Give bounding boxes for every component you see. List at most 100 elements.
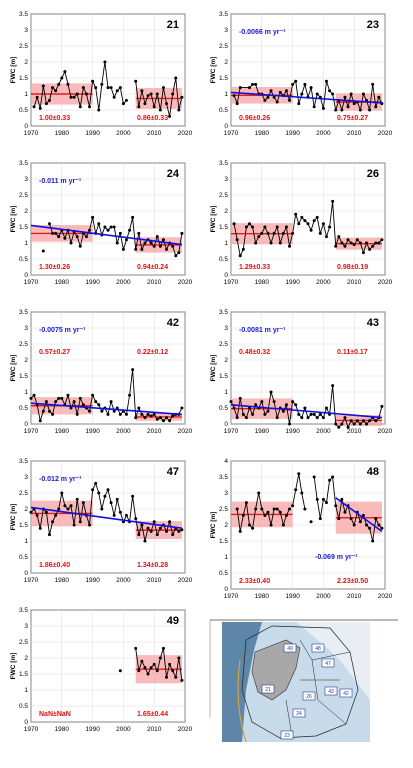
stat-label-late: 0.86±0.33: [137, 115, 168, 122]
stat-label-early: NaN±NaN: [39, 711, 71, 718]
y-tick-label: 1: [224, 554, 228, 561]
data-point: [251, 82, 255, 86]
data-point: [340, 497, 344, 501]
map-inset: 49 48 47 42 43 26 24 23 21: [209, 619, 398, 743]
data-point: [306, 222, 310, 226]
data-point: [131, 368, 135, 372]
y-tick-label: 3.5: [19, 160, 28, 167]
data-point: [69, 406, 73, 410]
data-point: [343, 416, 347, 420]
data-point: [297, 412, 301, 416]
data-line: [135, 77, 183, 117]
panel-number: 47: [167, 466, 179, 478]
data-point: [315, 497, 319, 501]
data-point: [315, 215, 319, 219]
data-point: [97, 403, 101, 407]
data-point: [380, 526, 384, 530]
data-line: [135, 648, 183, 681]
stat-label-early: 1.86±0.40: [39, 562, 70, 569]
data-point: [334, 108, 338, 112]
data-point: [349, 92, 353, 96]
y-tick-label: 1: [24, 687, 28, 694]
map-region-label: 43: [328, 689, 334, 695]
y-tick-label: 2: [24, 208, 28, 215]
data-point: [371, 244, 375, 248]
data-point: [343, 510, 347, 514]
data-point: [380, 238, 384, 242]
data-point: [275, 100, 279, 104]
stat-label-late: 0.22±0.12: [137, 349, 168, 356]
data-point: [106, 412, 110, 416]
data-point: [355, 419, 359, 423]
data-point: [66, 393, 70, 397]
x-tick-label: 2000: [116, 428, 131, 435]
data-point: [288, 507, 292, 511]
data-point: [168, 114, 172, 118]
trend-line: [230, 404, 382, 419]
data-point: [152, 520, 156, 524]
data-point: [38, 419, 42, 423]
data-point: [121, 247, 125, 251]
y-tick-label: 1.5: [219, 75, 228, 82]
data-point: [66, 507, 70, 511]
data-point: [284, 225, 288, 229]
data-point: [309, 228, 313, 232]
stat-label-late: 1.34±0.28: [137, 562, 168, 569]
map-region-label: 47: [325, 661, 331, 667]
x-tick-label: 2000: [116, 726, 131, 733]
panel-number: 49: [167, 615, 179, 627]
data-point: [140, 247, 144, 251]
data-point: [100, 507, 104, 511]
data-point: [109, 86, 113, 90]
data-point: [112, 409, 116, 413]
data-point: [260, 400, 264, 404]
x-tick-label: 1990: [85, 279, 100, 286]
data-point: [300, 416, 304, 420]
y-tick-label: 1: [24, 538, 28, 545]
data-point: [106, 86, 110, 90]
stat-label-early: 1.29±0.33: [239, 264, 270, 271]
data-point: [174, 675, 178, 679]
data-point: [78, 105, 82, 109]
y-tick-label: 0: [24, 421, 28, 428]
data-point: [232, 94, 236, 98]
data-point: [284, 403, 288, 407]
data-point: [238, 86, 242, 90]
stat-label-early: 1.30±0.26: [39, 264, 70, 271]
y-tick-label: 0.5: [219, 256, 228, 263]
x-tick-label: 1970: [224, 428, 239, 435]
data-point: [266, 95, 270, 99]
data-point: [75, 92, 79, 96]
map-region-box: [283, 643, 297, 653]
data-point: [275, 507, 279, 511]
data-point: [81, 86, 85, 90]
x-tick-label: 2000: [116, 130, 131, 137]
map-region-box: [324, 686, 338, 696]
panel-number: 42: [167, 317, 179, 329]
data-point: [137, 105, 141, 109]
stat-label-late: 0.11±0.17: [337, 349, 368, 356]
map-region-label: 24: [296, 711, 302, 717]
data-point: [374, 105, 378, 109]
x-tick-label: 1990: [85, 726, 100, 733]
data-point: [161, 86, 165, 90]
x-tick-label: 1980: [55, 130, 70, 137]
data-point: [343, 95, 347, 99]
map-region-label: 23: [284, 733, 290, 739]
x-tick-label: 2010: [147, 130, 162, 137]
y-tick-label: 2: [224, 59, 228, 66]
data-point: [374, 241, 378, 245]
x-tick-label: 2020: [178, 726, 193, 733]
data-point: [297, 102, 301, 106]
data-point: [158, 656, 162, 660]
panel-number: 26: [367, 168, 379, 180]
data-point: [103, 225, 107, 229]
data-point: [263, 513, 267, 517]
data-point: [158, 526, 162, 530]
data-point: [374, 517, 378, 521]
data-point: [161, 238, 165, 242]
data-point: [318, 517, 322, 521]
panel-47: 1970 1980 1990 2000 2010 2020 0 0.5 1 1.5 2 2.5 3 3.5…: [10, 458, 193, 584]
x-tick-label: 1970: [224, 279, 239, 286]
data-point: [300, 215, 304, 219]
